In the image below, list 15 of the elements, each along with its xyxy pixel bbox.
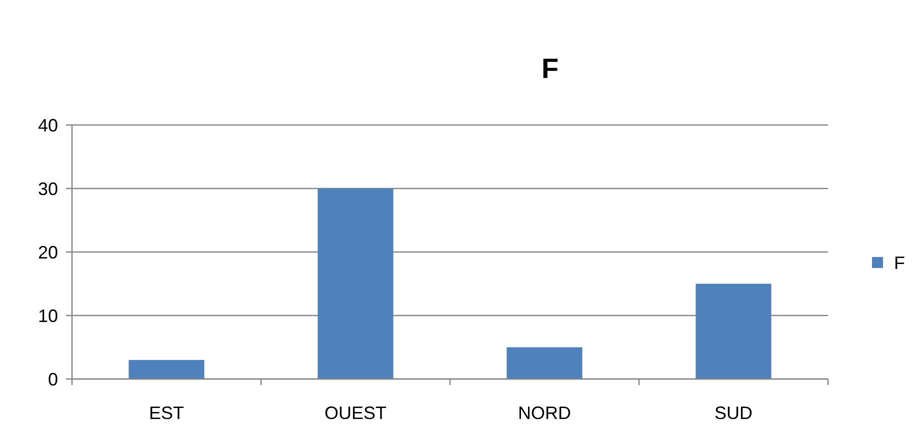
chart-title: F bbox=[541, 53, 559, 84]
bar bbox=[318, 188, 394, 379]
y-tick-label: 0 bbox=[48, 369, 58, 390]
x-tick-label: NORD bbox=[518, 403, 571, 423]
bar bbox=[696, 284, 772, 379]
bar bbox=[506, 347, 582, 379]
x-tick-label: OUEST bbox=[324, 403, 387, 423]
y-tick-label: 20 bbox=[38, 242, 58, 262]
bar bbox=[128, 360, 204, 379]
y-tick-label: 10 bbox=[38, 306, 58, 326]
y-tick-label: 40 bbox=[38, 115, 58, 136]
x-tick-label: EST bbox=[148, 403, 184, 423]
y-tick-label: 30 bbox=[38, 178, 58, 199]
legend-label: F bbox=[894, 252, 905, 273]
x-tick-label: SUD bbox=[714, 403, 753, 423]
